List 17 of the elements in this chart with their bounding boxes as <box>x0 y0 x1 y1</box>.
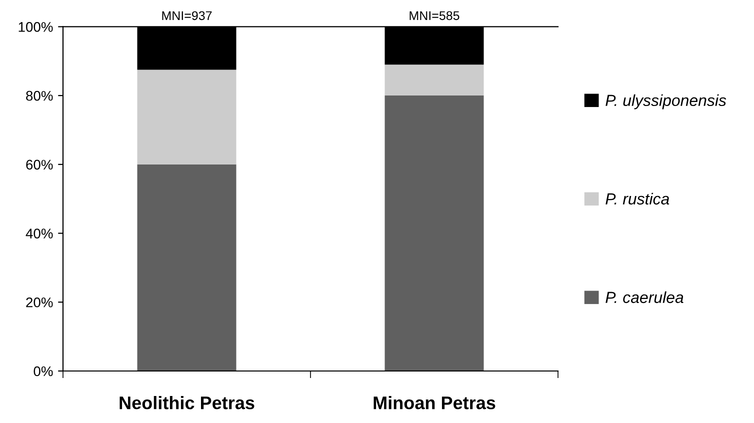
y-tick-label: 40% <box>26 228 53 238</box>
x-tick-label: Neolithic Petras <box>120 396 254 410</box>
annotation: MNI=937 <box>162 11 212 20</box>
bar <box>384 96 484 371</box>
x-tick-label: Minoan Petras <box>374 396 496 410</box>
bar <box>137 164 236 371</box>
y-tick-label: 0% <box>34 366 53 376</box>
legend-label: P. caerulea <box>606 291 684 304</box>
y-tick-label: 60% <box>26 160 53 170</box>
y-tick-label: 80% <box>26 90 53 101</box>
legend-label: P. rustica <box>606 192 670 205</box>
annotation: MNI=585 <box>410 11 460 20</box>
bar <box>384 64 484 96</box>
legend-label: P. ulyssiponensis <box>606 94 726 110</box>
y-tick-label: 20% <box>26 297 53 308</box>
y-tick-label: 100% <box>18 22 53 32</box>
bar <box>137 70 236 164</box>
